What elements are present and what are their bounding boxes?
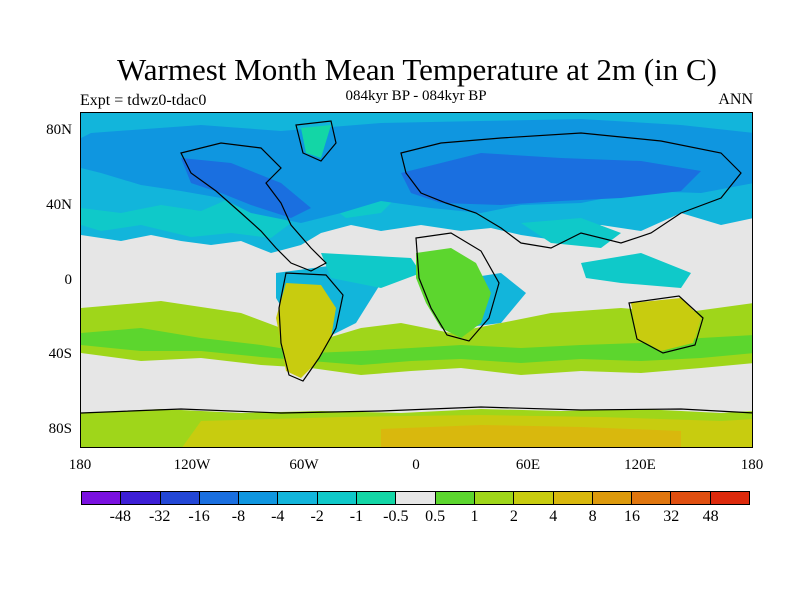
colorbar-tick-label: -32 xyxy=(149,508,171,525)
x-tick-60W: 60W xyxy=(289,457,319,473)
y-tick-80S: 80S xyxy=(48,421,72,437)
map-panel xyxy=(80,112,753,448)
x-tick-0: 0 xyxy=(412,457,420,473)
colorbar-tick-label: -48 xyxy=(109,508,131,525)
colorbar-tick-label: 2 xyxy=(509,508,518,525)
cold-band-atlantic-cyan xyxy=(321,253,421,288)
cold-patch-india-teal xyxy=(521,218,621,248)
colorbar-swatch xyxy=(474,492,515,504)
x-tick-180W: 180 xyxy=(68,457,92,473)
y-tick-40N: 40N xyxy=(46,197,72,213)
australia-land xyxy=(631,298,701,351)
cold-core-eurasia-darkblue xyxy=(401,153,701,205)
colorbar-swatch xyxy=(357,492,397,504)
colorbar-tick-label: 16 xyxy=(623,508,640,525)
cold-band-north-teal xyxy=(81,198,291,238)
colorbar-swatch xyxy=(199,492,240,504)
warm-band-south-lightgreen xyxy=(81,328,752,365)
coastlines xyxy=(81,120,752,414)
colorbar-tick-label: -8 xyxy=(231,508,246,525)
y-tick-40S: 40S xyxy=(48,346,72,362)
colorbar-tick-label: 0.5 xyxy=(425,508,446,525)
colorbar-swatch xyxy=(514,492,554,504)
colorbar xyxy=(81,491,750,505)
chart-title: Warmest Month Mean Temperature at 2m (in… xyxy=(117,52,717,87)
colorbar-swatch xyxy=(710,492,750,504)
greenland-teal xyxy=(301,125,331,158)
colorbar-tick-label: -0.5 xyxy=(383,508,409,525)
chart-subtitle: 084kyr BP - 084kyr BP xyxy=(345,88,487,104)
experiment-label: Expt = tdwz0-tdac0 xyxy=(80,92,207,109)
near-zero-south-band xyxy=(81,368,752,409)
colorbar-swatch xyxy=(592,492,633,504)
colorbar-swatch xyxy=(671,492,711,504)
x-tick-60E: 60E xyxy=(515,457,541,473)
colorbar-tick-label: 8 xyxy=(588,508,597,525)
colorbar-tick-label: -4 xyxy=(271,508,285,525)
colorbar-swatch xyxy=(121,492,161,504)
colorbar-tick-label: 48 xyxy=(702,508,719,525)
colorbar-swatch xyxy=(160,492,200,504)
colorbar-swatch xyxy=(82,492,122,504)
y-tick-80N: 80N xyxy=(46,122,72,138)
map-svg xyxy=(81,113,752,447)
antarctic-orange xyxy=(381,425,681,447)
colorbar-swatch xyxy=(317,492,358,504)
cold-band-pacific-cyan xyxy=(581,253,691,288)
colorbar-tick-label: 4 xyxy=(549,508,558,525)
colorbar-tick-label: -2 xyxy=(310,508,324,525)
season-label: ANN xyxy=(718,91,753,108)
colorbar-swatch xyxy=(632,492,672,504)
colorbar-swatch xyxy=(278,492,318,504)
colorbar-swatch xyxy=(435,492,475,504)
x-tick-120E: 120E xyxy=(624,457,656,473)
y-tick-0: 0 xyxy=(64,272,73,288)
colorbar-swatch xyxy=(553,492,593,504)
cold-core-north-darkblue xyxy=(181,158,311,218)
colorbar-tick-label: 32 xyxy=(663,508,680,525)
colorbar-tick-label: -1 xyxy=(349,508,364,525)
colorbar-tick-label: 1 xyxy=(470,508,479,525)
colorbar-swatch xyxy=(239,492,279,504)
colorbar-tick-label: -16 xyxy=(188,508,210,525)
x-tick-180E: 180 xyxy=(740,457,764,473)
x-tick-120W: 120W xyxy=(173,457,211,473)
colorbar-swatch xyxy=(396,492,436,504)
